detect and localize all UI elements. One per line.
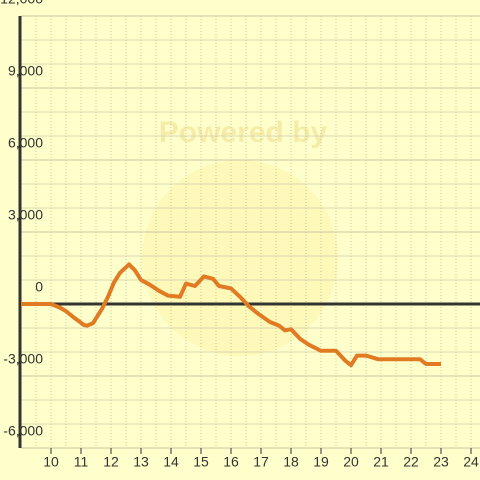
y-tick-label: 9,000 xyxy=(8,63,43,79)
watermark: Powered by xyxy=(159,116,328,149)
y-tick-label: 3,000 xyxy=(8,207,43,223)
y-tick-label: 0 xyxy=(35,279,43,295)
x-tick-label: 15 xyxy=(193,454,209,470)
watermark-logo xyxy=(142,160,338,356)
x-tick-label: 20 xyxy=(343,454,359,470)
x-tick-label: 12 xyxy=(103,454,119,470)
x-tick-label: 16 xyxy=(223,454,239,470)
x-tick-label: 22 xyxy=(403,454,419,470)
line xyxy=(21,262,441,368)
y-tick-label: 6,000 xyxy=(8,135,43,151)
x-tick-label: 17 xyxy=(253,454,269,470)
x-tick-label: 19 xyxy=(313,454,329,470)
y-tick-label: -3,000 xyxy=(3,351,43,367)
x-tick-label: 11 xyxy=(74,454,89,470)
y-tick-label: 12,000 xyxy=(0,0,43,7)
x-tick-label: 14 xyxy=(163,454,179,470)
x-tick-label: 23 xyxy=(433,454,449,470)
x-tick-label: 18 xyxy=(283,454,299,470)
x-tick-label: 24 xyxy=(463,454,479,470)
x-tick-label: 21 xyxy=(373,454,389,470)
x-tick-label: 10 xyxy=(43,454,59,470)
x-tick-label: 13 xyxy=(133,454,149,470)
y-tick-label: -6,000 xyxy=(3,423,43,439)
